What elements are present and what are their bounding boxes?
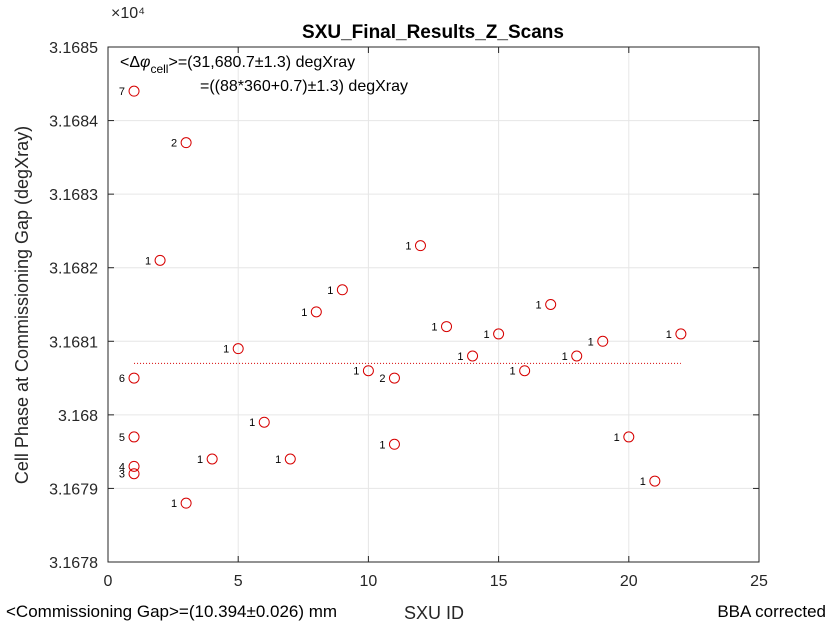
point-label: 1 [588,336,594,348]
y-tick-label: 3.1682 [49,261,98,278]
point-label: 1 [171,498,177,510]
data-point [597,335,609,347]
y-tick-label: 3.1681 [49,334,98,351]
point-label: 1 [327,285,333,297]
chart-title: SXU_Final_Results_Z_Scans [302,22,564,43]
data-point [467,350,479,362]
data-point [232,343,244,355]
point-label: 2 [379,373,385,385]
data-point [128,468,140,480]
point-label: 1 [405,241,411,253]
data-point [545,299,557,310]
data-point [128,372,140,384]
point-label: 1 [614,432,620,444]
data-point [336,284,348,296]
point-label: 1 [562,351,568,363]
point-label: 1 [483,329,489,341]
data-point [258,416,270,428]
data-point [310,306,322,318]
y-tick-label: 3.1679 [49,481,98,498]
data-point [571,350,583,362]
y-exponent: ×10⁴ [111,5,145,22]
point-label: 2 [171,138,177,150]
data-point [623,431,635,443]
x-tick-label: 25 [750,573,768,590]
point-label: 1 [379,439,385,451]
y-tick-label: 3.1683 [49,187,98,204]
data-point [180,137,192,149]
annotation-prefix: <Δ [120,54,140,71]
data-point [284,453,296,465]
ticks: 0 5 10 15 20 253.16783.16793.1683.16813.16823… [49,40,768,590]
point-label: 7 [119,86,125,98]
data-point [206,453,218,465]
point-label: 1 [145,255,151,267]
annotation-phi: φ [140,54,150,71]
y-tick-label: 3.1684 [49,114,98,131]
point-label: 5 [119,432,125,444]
y-tick-label: 3.1685 [49,40,98,57]
point-label: 1 [301,307,307,319]
x-axis-label: SXU ID [404,603,464,623]
data-point [128,85,140,97]
data-point [414,240,426,252]
x-tick-label: 5 [234,573,243,590]
point-label: 1 [510,366,516,378]
x-tick-label: 10 [360,573,378,590]
point-label: 1 [536,300,542,312]
footer-bba-corrected: BBA corrected [717,602,826,621]
data-point [362,365,374,377]
point-label: 6 [119,373,125,385]
x-tick-label: 20 [620,573,638,590]
data-point [128,431,140,443]
data-point [388,372,400,384]
point-label: 1 [457,351,463,363]
data-point [441,321,453,333]
annotation-subscript: cell [150,62,168,76]
y-tick-label: 3.1678 [49,555,98,572]
annotation-line-1: <Δφcell>=(31,680.7±1.3) degXray [120,54,355,76]
plot-area [108,47,759,562]
data-point [154,254,166,266]
annotation-suffix: >=(31,680.7±1.3) degXray [168,54,355,71]
axes-box [107,46,760,563]
data-points: 7 6 5 43 1 2 1 1 1 1 1 1 1 1 2 1 1 1 1 1 1 1 1 1 1 1 1 [119,85,687,510]
data-point [388,438,400,450]
y-axis-label: Cell Phase at Commissioning Gap (degXray… [12,126,32,484]
point-label: 1 [353,366,359,378]
point-label: 1 [640,476,646,488]
point-label: 4 [119,461,125,473]
data-point [493,328,505,340]
data-point [180,497,192,509]
point-label: 1 [223,344,229,356]
point-label: 1 [666,329,672,341]
data-point [675,328,687,340]
x-tick-label: 15 [490,573,508,590]
data-point [128,460,140,472]
point-label: 1 [275,454,281,466]
data-point [519,365,531,377]
point-label: 1 [431,322,437,334]
footer-commissioning-gap: <Commissioning Gap>=(10.394±0.026) mm [6,602,338,621]
point-label: 3 [119,469,125,481]
annotation-line-2: =((88*360+0.7)±1.3) degXray [200,78,408,95]
y-tick-label: 3.168 [58,408,98,425]
point-label: 1 [249,417,255,429]
x-tick-label: 0 [104,573,113,590]
point-label: 1 [197,454,203,466]
data-point [649,475,661,487]
